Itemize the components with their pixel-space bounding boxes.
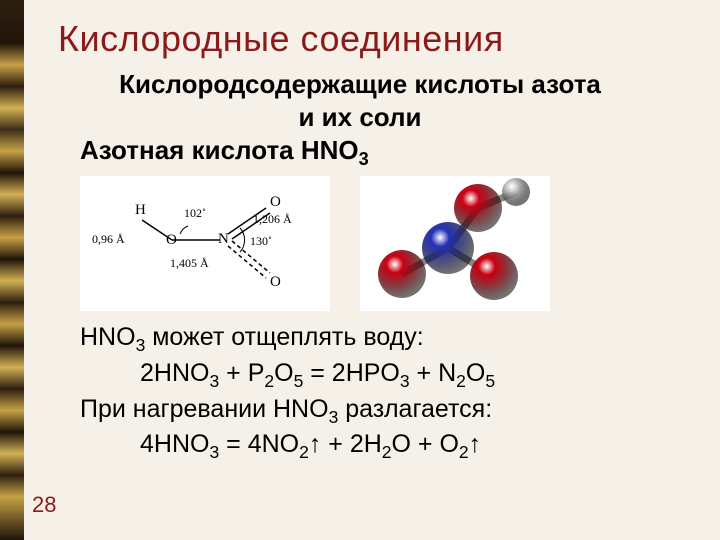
left-decorative-strip xyxy=(0,0,24,540)
atom-O3: O xyxy=(270,274,281,291)
equation-1: 2HNO3 + P2O5 = 2HPO3 + N2O5 xyxy=(140,357,700,393)
bond-1405: 1,405 Å xyxy=(170,256,209,271)
compound-name: Азотная кислота HNO3 xyxy=(80,135,700,170)
slide-title: Кислородные соединения xyxy=(58,18,700,60)
atom-N: N xyxy=(218,231,229,248)
bond-096: 0,96 Å xyxy=(92,232,125,247)
slide-subtitle: Кислородсодержащие кислоты азота и их со… xyxy=(80,68,640,133)
subtitle-line2: и их соли xyxy=(298,102,421,132)
slide-content: Кислородные соединения Кислородсодержащи… xyxy=(50,18,700,464)
angle-130: 130˚ xyxy=(250,234,272,249)
subtitle-line1: Кислородсодержащие кислоты азота xyxy=(119,69,601,99)
page-number: 28 xyxy=(32,492,56,518)
structural-diagram: H O N O O 102˚ 130˚ 0,96 Å 1,405 Å 1,206… xyxy=(80,176,330,311)
atom-O2: O xyxy=(270,194,281,211)
diagram-row: H O N O O 102˚ 130˚ 0,96 Å 1,405 Å 1,206… xyxy=(80,176,700,311)
line-1: HNO3 может отщеплять воду: xyxy=(80,321,700,357)
molecule-3d xyxy=(360,176,550,311)
atom-O1: O xyxy=(166,232,177,249)
line-3: При нагревании HNO3 разлагается: xyxy=(80,393,700,429)
angle-102: 102˚ xyxy=(184,206,206,221)
atom-H: H xyxy=(135,202,146,219)
body-text: HNO3 может отщеплять воду: 2HNO3 + P2O5 … xyxy=(80,321,700,464)
bond-1206: 1,206 Å xyxy=(253,212,292,227)
equation-2: 4HNO3 = 4NO2↑ + 2H2O + O2↑ xyxy=(140,428,700,464)
